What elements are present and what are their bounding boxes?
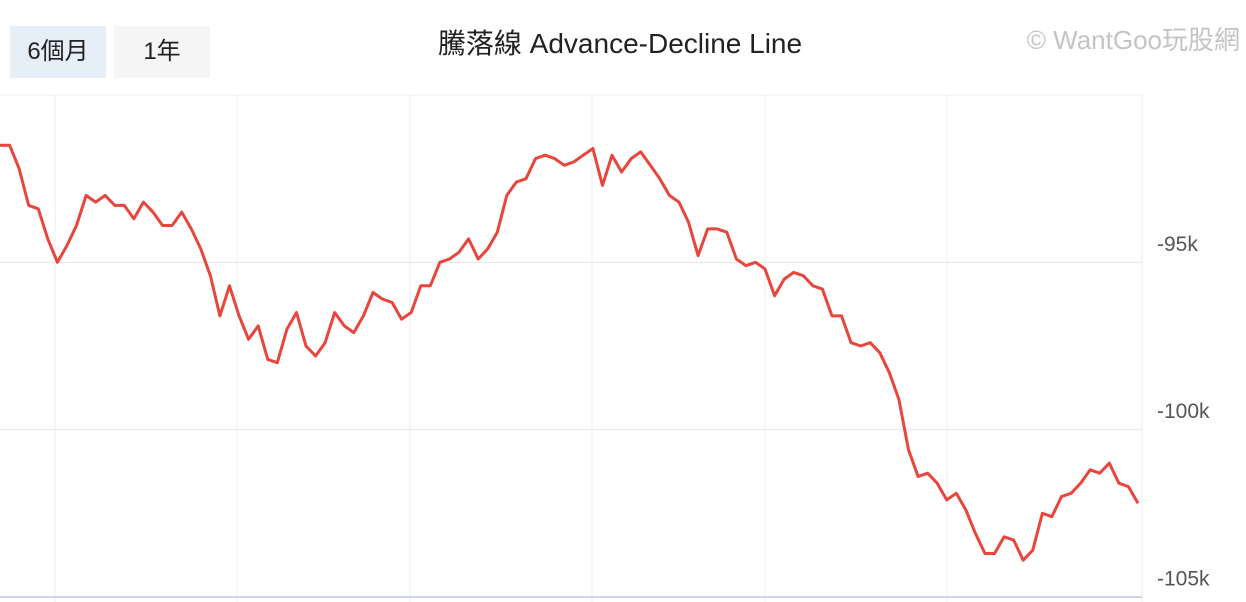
watermark: © WantGoo玩股網 — [1026, 25, 1240, 55]
vertical-grid — [0, 94, 1143, 602]
range-button[interactable]: 6個月 — [10, 26, 106, 78]
y-tick-label: -95k — [1157, 233, 1198, 256]
y-tick-label: -105k — [1157, 568, 1210, 591]
chart-title: 騰落線 Advance-Decline Line — [437, 28, 803, 59]
data-line — [0, 143, 1140, 562]
y-tick-label: -100k — [1157, 400, 1210, 423]
range-button[interactable]: 1年 — [114, 26, 210, 78]
